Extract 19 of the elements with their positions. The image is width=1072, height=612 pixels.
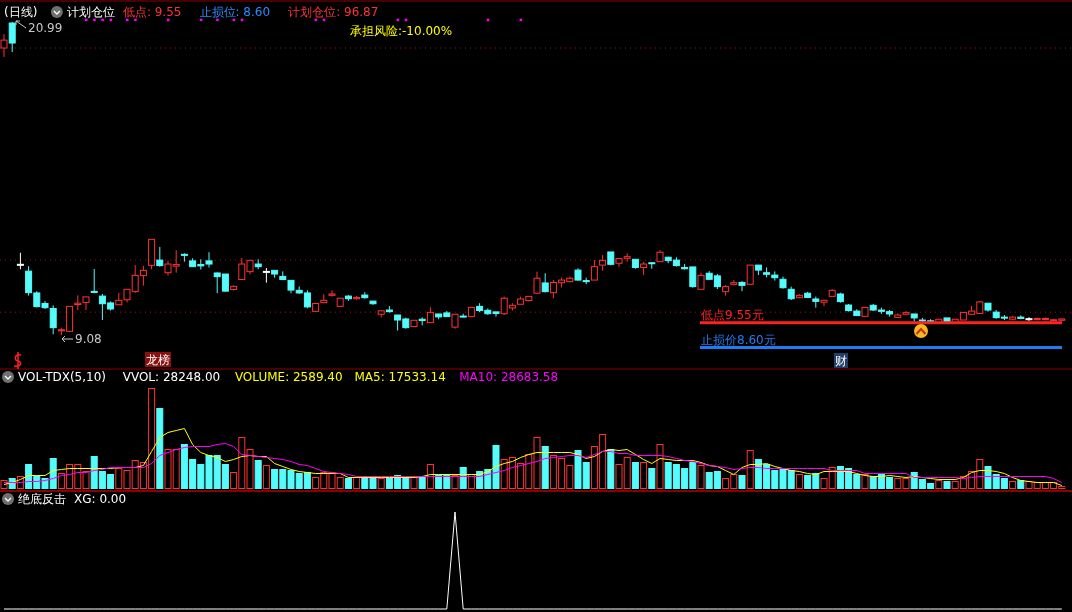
chart-title: (日线) (4, 5, 38, 19)
text: MA5: 17533.14 (354, 370, 446, 384)
text: MA10: 28683.58 (459, 370, 559, 384)
text: 低点: 9.55 (122, 5, 182, 19)
text: 止损位: 8.60 (199, 5, 271, 19)
text: 龙榜 (146, 353, 170, 367)
annotation: 9.08 (75, 332, 102, 346)
text: 计划仓位 (66, 5, 115, 19)
annotation: 承担风险:-10.00% (350, 24, 453, 38)
chart-title: 绝底反击 (18, 492, 66, 506)
text: 计划仓位: 96.87 (288, 5, 379, 19)
text: 财 (835, 354, 847, 368)
ref-line-label: 低点9.55元 (701, 307, 764, 322)
text: VOLUME: 2589.40 (234, 370, 343, 384)
annotation: 20.99 (28, 21, 63, 35)
text: VVOL: 28248.00 (122, 370, 221, 384)
ref-line-label: 止损价8.60元 (701, 332, 776, 347)
text: XG: 0.00 (74, 492, 127, 506)
chart-title: VOL-TDX(5,10) (18, 370, 107, 384)
